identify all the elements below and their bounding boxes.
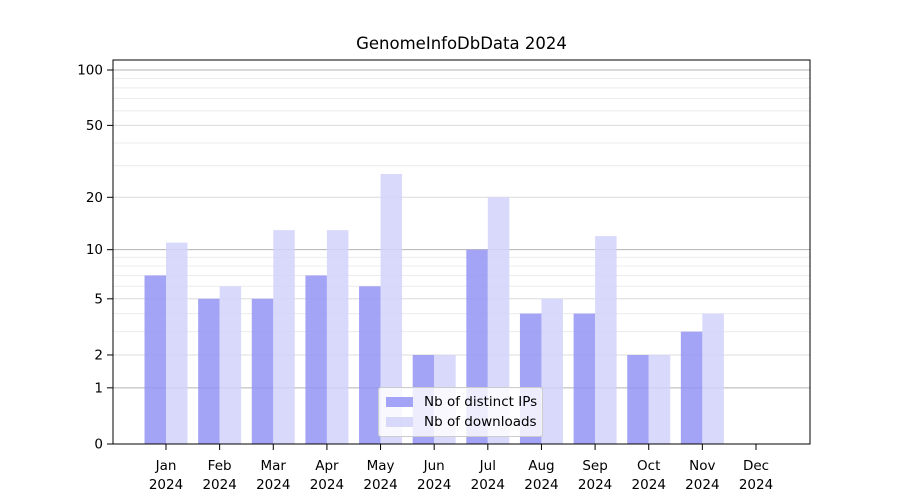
y-tick-label-5: 5 bbox=[94, 291, 103, 307]
y-tick-label-0: 0 bbox=[94, 437, 103, 453]
bar-downloads-apr bbox=[326, 230, 349, 444]
bar-downloads-sep bbox=[595, 236, 617, 444]
bar-downloads-oct bbox=[648, 354, 671, 444]
bar-downloads-mar bbox=[273, 230, 295, 444]
x-tick-label-month-jul: Jul bbox=[479, 458, 496, 474]
x-tick-label-month-mar: Mar bbox=[261, 458, 287, 474]
x-tick-label-year-aug: 2024 bbox=[524, 477, 558, 493]
legend-label-downloads: Nb of downloads bbox=[424, 413, 537, 430]
bar-distinct-ips-sep bbox=[573, 313, 596, 444]
x-tick-label-year-jan: 2024 bbox=[149, 477, 183, 493]
legend-entry-downloads: Nb of downloads bbox=[386, 413, 537, 430]
x-tick-label-month-sep: Sep bbox=[582, 458, 607, 474]
x-tick-label-year-apr: 2024 bbox=[310, 477, 344, 493]
bar-downloads-aug bbox=[541, 298, 563, 444]
x-tick-label-year-feb: 2024 bbox=[202, 477, 236, 493]
y-tick-label-10: 10 bbox=[86, 242, 103, 258]
x-tick-label-month-may: May bbox=[367, 458, 395, 474]
y-tick-label-50: 50 bbox=[86, 118, 103, 134]
x-tick-label-year-mar: 2024 bbox=[256, 477, 290, 493]
x-tick-label-year-jun: 2024 bbox=[417, 477, 451, 493]
bar-downloads-may bbox=[380, 173, 403, 444]
legend-swatch-distinct-ips bbox=[386, 397, 413, 408]
x-tick-label-month-apr: Apr bbox=[315, 458, 339, 474]
x-tick-label-month-jan: Jan bbox=[155, 458, 177, 474]
legend-swatch-downloads bbox=[386, 416, 413, 427]
bar-distinct-ips-nov bbox=[680, 331, 703, 444]
x-tick-label-year-dec: 2024 bbox=[739, 477, 773, 493]
x-tick-label-month-dec: Dec bbox=[743, 458, 769, 474]
bar-downloads-jan bbox=[166, 242, 188, 444]
x-tick-label-year-oct: 2024 bbox=[632, 477, 666, 493]
chart-legend: Nb of distinct IPs Nb of downloads bbox=[378, 387, 543, 437]
x-tick-label-year-jul: 2024 bbox=[471, 477, 505, 493]
bar-distinct-ips-jan bbox=[144, 275, 166, 444]
x-tick-label-year-nov: 2024 bbox=[685, 477, 719, 493]
x-tick-label-month-aug: Aug bbox=[528, 458, 554, 474]
x-tick-label-month-feb: Feb bbox=[208, 458, 232, 474]
bar-downloads-nov bbox=[702, 313, 724, 444]
plot-border bbox=[112, 59, 811, 445]
x-tick-label-month-oct: Oct bbox=[637, 458, 660, 474]
x-tick-label-month-jun: Jun bbox=[423, 458, 445, 474]
bar-downloads-jul bbox=[487, 197, 510, 444]
bar-distinct-ips-mar bbox=[251, 298, 274, 444]
x-tick-label-year-may: 2024 bbox=[363, 477, 397, 493]
x-tick-label-month-nov: Nov bbox=[689, 458, 715, 474]
y-tick-label-100: 100 bbox=[77, 63, 103, 79]
bar-distinct-ips-oct bbox=[627, 354, 649, 444]
bar-downloads-feb bbox=[219, 286, 242, 444]
legend-entry-distinct-ips: Nb of distinct IPs bbox=[386, 394, 538, 411]
x-tick-label-year-sep: 2024 bbox=[578, 477, 612, 493]
legend-label-distinct-ips: Nb of distinct IPs bbox=[424, 394, 538, 411]
bar-distinct-ips-feb bbox=[198, 298, 220, 444]
y-tick-label-1: 1 bbox=[94, 380, 103, 396]
bar-distinct-ips-apr bbox=[305, 275, 327, 444]
bar-distinct-ips-may bbox=[359, 286, 381, 444]
y-tick-label-20: 20 bbox=[86, 190, 103, 206]
chart-title: GenomeInfoDbData 2024 bbox=[356, 34, 567, 53]
y-tick-label-2: 2 bbox=[94, 347, 103, 363]
